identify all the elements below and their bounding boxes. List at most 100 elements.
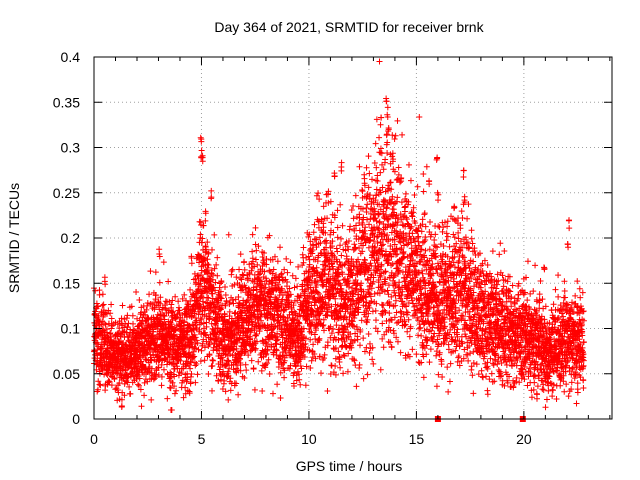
- data-point: [414, 183, 421, 190]
- data-point: [324, 388, 331, 395]
- data-point: [138, 332, 145, 339]
- data-point: [170, 308, 177, 315]
- data-point: [382, 309, 389, 316]
- data-point: [435, 223, 442, 230]
- data-point: [479, 374, 486, 381]
- data-point: [377, 169, 384, 176]
- data-point: [155, 364, 162, 371]
- data-point: [197, 304, 204, 311]
- data-point: [111, 376, 118, 383]
- data-point: [204, 264, 211, 271]
- data-point: [222, 292, 229, 299]
- data-point: [218, 314, 225, 321]
- data-point: [373, 177, 380, 184]
- data-point: [205, 371, 212, 378]
- data-point: [445, 388, 452, 395]
- data-point: [233, 345, 240, 352]
- data-point: [489, 378, 496, 385]
- data-point: [291, 284, 298, 291]
- data-point: [360, 335, 367, 342]
- data-point: [287, 259, 294, 266]
- data-point: [178, 354, 185, 361]
- data-point: [251, 386, 258, 393]
- data-point: [99, 302, 106, 309]
- data-point: [365, 153, 372, 160]
- data-point: [211, 265, 218, 272]
- data-point: [297, 381, 304, 388]
- data-point: [104, 347, 111, 354]
- data-point: [374, 172, 381, 179]
- data-point: [478, 367, 485, 374]
- data-point: [371, 205, 378, 212]
- data-point: [248, 357, 255, 364]
- data-point: [252, 332, 259, 339]
- data-point: [206, 351, 213, 358]
- data-point: [225, 231, 232, 238]
- data-point: [213, 333, 220, 340]
- data-point: [201, 357, 208, 364]
- data-point: [197, 315, 204, 322]
- data-point: [107, 329, 114, 336]
- data-point: [469, 372, 476, 379]
- data-point: [289, 272, 296, 279]
- data-point: [455, 354, 462, 361]
- data-point: [95, 303, 102, 310]
- data-point: [232, 354, 239, 361]
- data-point: [372, 317, 379, 324]
- data-point: [356, 342, 363, 349]
- data-point: [443, 230, 450, 237]
- data-point: [214, 318, 221, 325]
- data-point: [197, 358, 204, 365]
- data-point: [356, 163, 363, 170]
- data-point: [348, 206, 355, 213]
- data-point: [199, 340, 206, 347]
- data-point: [123, 342, 130, 349]
- data-point: [484, 391, 491, 398]
- data-point: [190, 354, 197, 361]
- data-point: [383, 204, 390, 211]
- data-point: [175, 304, 182, 311]
- data-point: [99, 291, 106, 298]
- data-point: [136, 342, 143, 349]
- data-point: [249, 248, 256, 255]
- data-point: [144, 302, 151, 309]
- data-point: [345, 246, 352, 253]
- data-point: [382, 156, 389, 163]
- data-point: [418, 332, 425, 339]
- data-point: [398, 199, 405, 206]
- data-point: [399, 131, 406, 138]
- data-point: [199, 235, 206, 242]
- data-point: [108, 301, 115, 308]
- data-point: [444, 233, 451, 240]
- data-point: [129, 312, 136, 319]
- data-point: [154, 311, 161, 318]
- data-point: [171, 327, 178, 334]
- data-point: [364, 371, 371, 378]
- data-point: [192, 362, 199, 369]
- data-point: [311, 302, 318, 309]
- data-point: [171, 383, 178, 390]
- data-point: [450, 231, 457, 238]
- data-point: [145, 315, 152, 322]
- data-point: [162, 326, 169, 333]
- data-point: [119, 302, 126, 309]
- data-point: [420, 188, 427, 195]
- data-point: [114, 321, 121, 328]
- data-point: [215, 377, 222, 384]
- chart-title: Day 364 of 2021, SRMTID for receiver brn…: [214, 19, 484, 35]
- data-point: [106, 378, 113, 385]
- data-point: [209, 295, 216, 302]
- data-point: [213, 261, 220, 268]
- data-point: [483, 364, 490, 371]
- data-point: [204, 269, 211, 276]
- data-point: [458, 208, 465, 215]
- data-point: [142, 311, 149, 318]
- data-point: [209, 362, 216, 369]
- data-point: [394, 194, 401, 201]
- data-point: [96, 291, 103, 298]
- data-point: [210, 284, 217, 291]
- data-point: [230, 300, 237, 307]
- data-point: [371, 160, 378, 167]
- data-point: [217, 376, 224, 383]
- data-point: [340, 370, 347, 377]
